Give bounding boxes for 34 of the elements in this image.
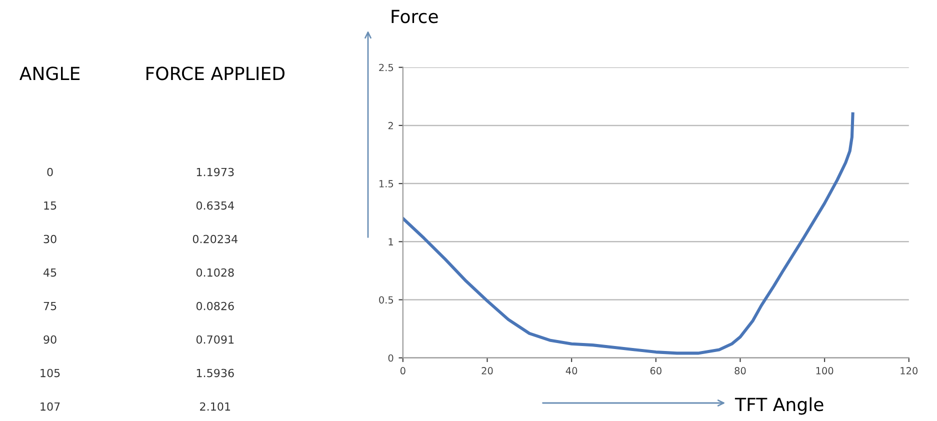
text: 0.1028 (196, 268, 234, 277)
x-tick-label: 60 (650, 367, 662, 374)
text: 45 (44, 268, 56, 277)
text: 2.101 (200, 402, 230, 411)
x-tick-label: 20 (482, 367, 493, 374)
text: 0.7091 (196, 335, 234, 344)
y-tick-label: 2 (388, 122, 393, 130)
text: 107 (40, 402, 60, 411)
x-axis-title: TFT Angle (734, 397, 824, 415)
text: 1.5936 (196, 368, 234, 378)
x-tick-label: 80 (734, 367, 746, 374)
x-tick-label: 40 (566, 367, 578, 374)
y-tick-label: 0 (388, 354, 394, 362)
text: 0.0826 (196, 302, 234, 310)
y-tick-label: 1.5 (379, 180, 394, 188)
text: 1.1973 (196, 168, 234, 176)
y-tick-label: 2.5 (379, 64, 394, 72)
x-tick-label: 120 (900, 367, 918, 374)
text: FORCE APPLIED (146, 66, 284, 80)
x-tick-label: 100 (816, 367, 834, 374)
y-tick-label: 0.5 (379, 296, 394, 304)
line-series (402, 112, 854, 355)
text: 90 (44, 335, 56, 344)
text: 0.6354 (196, 201, 234, 210)
text: 105 (40, 368, 60, 378)
text: 0.20234 (192, 234, 238, 244)
text: 75 (44, 302, 56, 310)
y-axis-title: Force (392, 10, 438, 24)
text: 15 (44, 201, 56, 210)
text: 0 (47, 168, 53, 176)
text: 30 (44, 234, 56, 244)
text: ANGLE (20, 66, 80, 80)
x-tick-label: 0 (400, 367, 406, 374)
y-tick-label: 1 (388, 238, 393, 246)
